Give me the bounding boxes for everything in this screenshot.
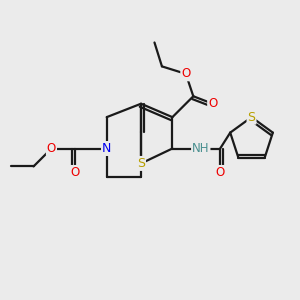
Text: S: S — [248, 111, 256, 124]
Text: O: O — [71, 166, 80, 179]
Text: NH: NH — [192, 142, 209, 155]
Text: N: N — [102, 142, 111, 155]
Text: O: O — [181, 68, 190, 80]
Text: O: O — [208, 97, 217, 110]
Text: O: O — [215, 166, 225, 179]
Text: S: S — [137, 157, 145, 170]
Text: O: O — [47, 142, 56, 155]
